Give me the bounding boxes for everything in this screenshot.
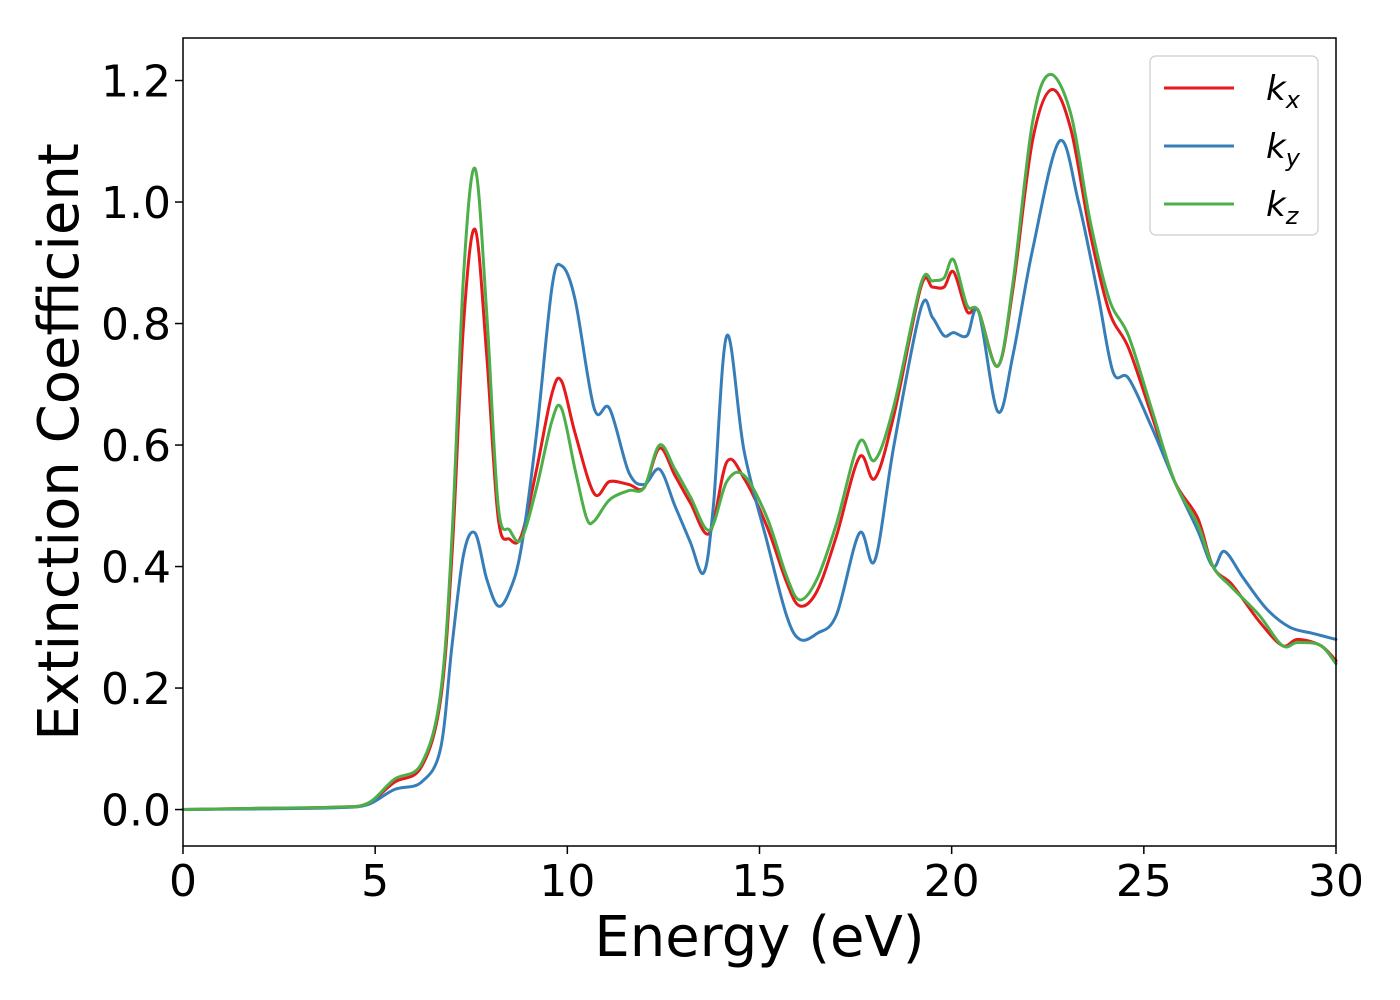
y-tick-label: 1.0 xyxy=(101,178,171,229)
x-tick-label: 20 xyxy=(924,856,980,907)
x-tick-label: 25 xyxy=(1116,856,1172,907)
y-tick-label: 0.2 xyxy=(101,664,171,715)
legend-label-z: kz xyxy=(1266,185,1300,230)
y-axis: 0.0 0.2 0.4 0.6 0.8 1.0 1.2 xyxy=(101,57,183,837)
x-tick-label: 10 xyxy=(539,856,595,907)
legend-label-main: k xyxy=(1266,185,1287,225)
x-tick-label: 5 xyxy=(361,856,389,907)
legend-label-y: ky xyxy=(1266,127,1301,172)
x-tick-label: 15 xyxy=(732,856,788,907)
series-line-x xyxy=(181,88,1338,811)
x-axis: 0 5 10 15 20 25 30 xyxy=(169,846,1364,907)
y-tick-label: 0.6 xyxy=(101,421,171,472)
y-axis-title: Extinction Coefficient xyxy=(27,143,92,741)
x-tick-label: 0 xyxy=(169,856,197,907)
legend-label-main: k xyxy=(1266,127,1287,167)
y-tick-label: 1.2 xyxy=(101,57,171,108)
legend-label-subscript: y xyxy=(1285,144,1301,172)
legend-label-x: kx xyxy=(1266,69,1301,114)
legend-label-subscript: z xyxy=(1285,202,1300,230)
legend-label-subscript: x xyxy=(1285,86,1301,114)
legend-label-main: k xyxy=(1266,69,1287,109)
x-tick-label: 30 xyxy=(1308,856,1364,907)
y-tick-label: 0.4 xyxy=(101,543,171,594)
series-line-y xyxy=(181,138,1338,811)
y-tick-label: 0.0 xyxy=(101,786,171,837)
x-axis-title: Energy (eV) xyxy=(594,905,924,970)
series-layer xyxy=(181,73,1338,811)
y-tick-label: 0.8 xyxy=(101,300,171,351)
series-line-z xyxy=(181,73,1338,811)
